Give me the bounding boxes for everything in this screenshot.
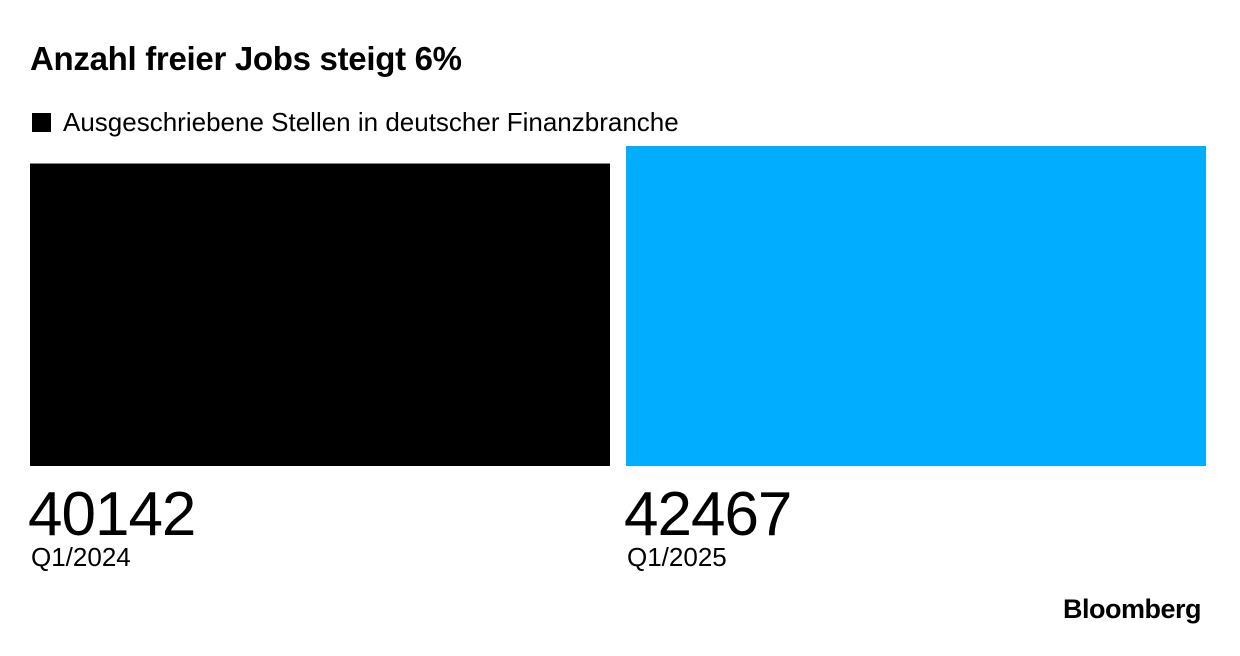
data-label: 42467 [624, 480, 791, 549]
data-label: 40142 [28, 480, 195, 549]
x-tick-label: Q1/2024 [31, 542, 131, 572]
legend-swatch [32, 113, 51, 132]
chart-title: Anzahl freier Jobs steigt 6% [30, 40, 462, 77]
x-tick-label: Q1/2025 [627, 542, 727, 572]
bloomberg-logo: Bloomberg [1062, 594, 1202, 624]
bar-q1-2024 [30, 163, 610, 467]
bar-q1-2025 [626, 146, 1206, 466]
legend-label: Ausgeschriebene Stellen in deutscher Fin… [63, 107, 679, 137]
legend: Ausgeschriebene Stellen in deutscher Fin… [32, 107, 679, 138]
